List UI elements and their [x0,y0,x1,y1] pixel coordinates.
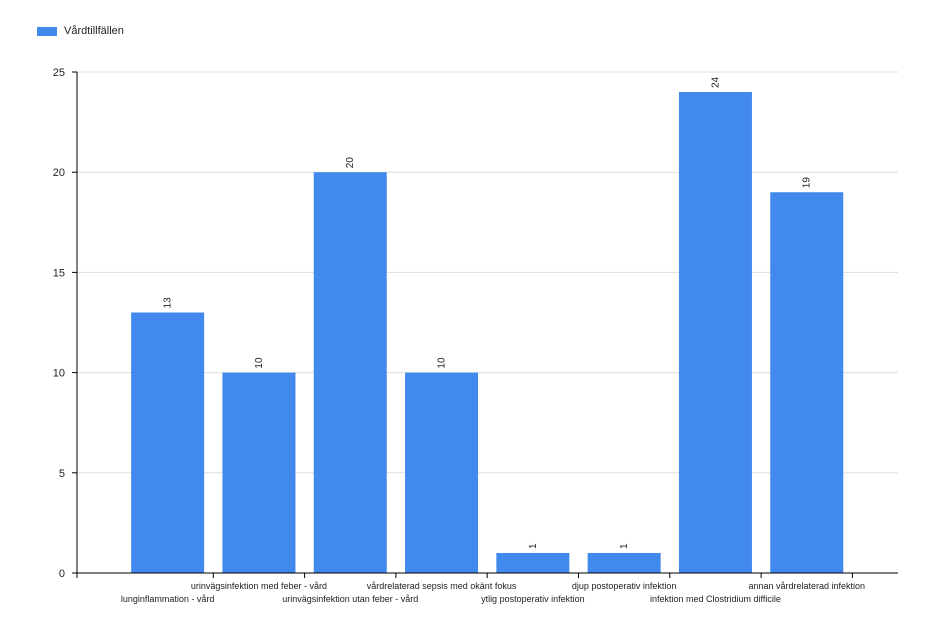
gridlines [77,71,898,474]
x-category-label: djup postoperativ infektion [572,581,677,591]
bar [405,372,479,573]
x-category-label: lunginflammation - vård [121,594,215,604]
bar [222,372,296,573]
x-category-label: ytlig postoperativ infektion [481,594,585,604]
bar [587,552,661,573]
data-label: 10 [254,357,265,369]
axes [72,71,898,578]
bar [131,312,205,573]
x-category-label: urinvägsinfektion med feber - vård [191,581,327,591]
y-tick-label: 20 [53,167,65,179]
data-label: 24 [710,76,721,88]
data-label: 10 [437,357,448,369]
legend-label: Vårdtillfällen [64,25,124,37]
data-label: 1 [528,543,539,549]
y-tick-label: 0 [59,568,65,580]
bar [770,192,844,574]
bars [131,92,844,574]
data-label: 13 [163,297,174,309]
data-label: 1 [619,543,630,549]
legend-swatch [37,26,57,36]
data-label: 19 [802,177,813,189]
y-tick-label: 10 [53,368,65,380]
labels: 0 5 10 15 20 25 13 lunginflammation - vård 10 uri… [53,67,865,604]
legend: Vårdtillfällen [37,25,124,37]
y-tick-label: 25 [53,67,65,79]
y-tick-label: 5 [59,468,65,480]
x-category-label: vårdrelaterad sepsis med okänt fokus [367,581,517,591]
data-label: 20 [345,157,356,169]
x-category-label: urinvägsinfektion utan feber - vård [282,594,418,604]
bar [313,172,387,573]
y-tick-label: 15 [53,267,65,279]
x-category-label: annan vårdrelaterad infektion [748,581,865,591]
bar [496,552,570,573]
bar [678,92,752,573]
x-category-label: infektion med Clostridium difficile [650,594,781,604]
